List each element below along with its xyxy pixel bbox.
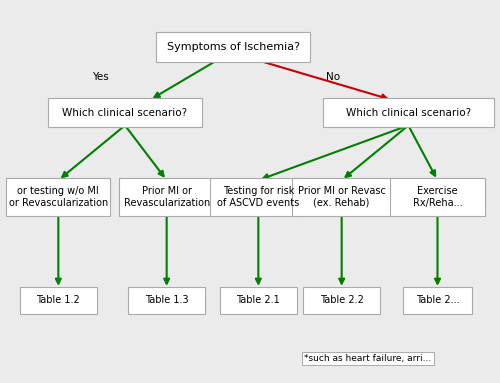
Text: Prior MI or
Revascularization: Prior MI or Revascularization xyxy=(124,187,210,208)
FancyBboxPatch shape xyxy=(119,178,214,216)
Text: Table 1.2: Table 1.2 xyxy=(36,295,80,305)
Text: Testing for risk
of ASCVD events: Testing for risk of ASCVD events xyxy=(217,187,300,208)
FancyBboxPatch shape xyxy=(390,178,486,216)
FancyBboxPatch shape xyxy=(323,98,494,127)
Text: *such as heart failure, arri...: *such as heart failure, arri... xyxy=(304,354,432,363)
Text: Prior MI or Revasc
(ex. Rehab): Prior MI or Revasc (ex. Rehab) xyxy=(298,187,386,208)
Text: Table 1.3: Table 1.3 xyxy=(145,295,188,305)
FancyBboxPatch shape xyxy=(20,287,97,314)
FancyBboxPatch shape xyxy=(210,178,306,216)
FancyBboxPatch shape xyxy=(156,31,310,62)
FancyBboxPatch shape xyxy=(48,98,202,127)
FancyBboxPatch shape xyxy=(403,287,472,314)
Text: No: No xyxy=(326,72,340,82)
FancyBboxPatch shape xyxy=(220,287,297,314)
FancyBboxPatch shape xyxy=(292,178,392,216)
Text: Table 2.2: Table 2.2 xyxy=(320,295,364,305)
Text: Table 2.1: Table 2.1 xyxy=(236,295,280,305)
Text: Symptoms of Ischemia?: Symptoms of Ischemia? xyxy=(167,42,300,52)
Text: Which clinical scenario?: Which clinical scenario? xyxy=(62,108,188,118)
FancyBboxPatch shape xyxy=(303,287,380,314)
Text: Yes: Yes xyxy=(92,72,108,82)
Text: Table 2...: Table 2... xyxy=(416,295,460,305)
Text: Exercise
Rx/Reha...: Exercise Rx/Reha... xyxy=(412,187,463,208)
FancyBboxPatch shape xyxy=(6,178,110,216)
Text: Which clinical scenario?: Which clinical scenario? xyxy=(346,108,471,118)
Text: or testing w/o MI
or Revascularization: or testing w/o MI or Revascularization xyxy=(8,187,108,208)
FancyBboxPatch shape xyxy=(128,287,205,314)
